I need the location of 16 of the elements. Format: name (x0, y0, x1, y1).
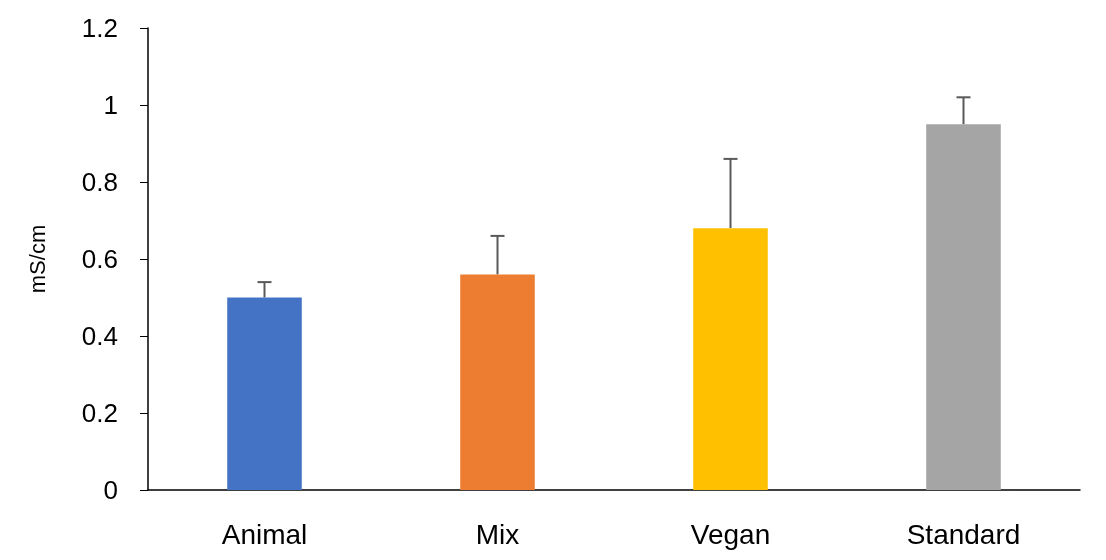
y-axis-title: mS/cm (24, 224, 50, 294)
y-tick-label: 0.4 (81, 321, 118, 351)
x-tick-label: Standard (906, 518, 1021, 550)
bar (460, 274, 535, 490)
bar (926, 124, 1001, 490)
y-tick-label: 1.2 (81, 13, 118, 43)
x-tick-label: Mix (475, 518, 520, 550)
y-tick-label: 0.2 (81, 398, 118, 428)
y-tick-label: 0.6 (81, 244, 118, 274)
bar (227, 297, 302, 490)
y-tick-label: 0.8 (81, 167, 118, 197)
y-tick-label: 0 (103, 475, 118, 505)
x-tick-label: Animal (221, 518, 308, 550)
x-tick-label: Vegan (690, 518, 771, 550)
bar (693, 228, 768, 490)
y-tick-label: 1 (103, 90, 118, 120)
